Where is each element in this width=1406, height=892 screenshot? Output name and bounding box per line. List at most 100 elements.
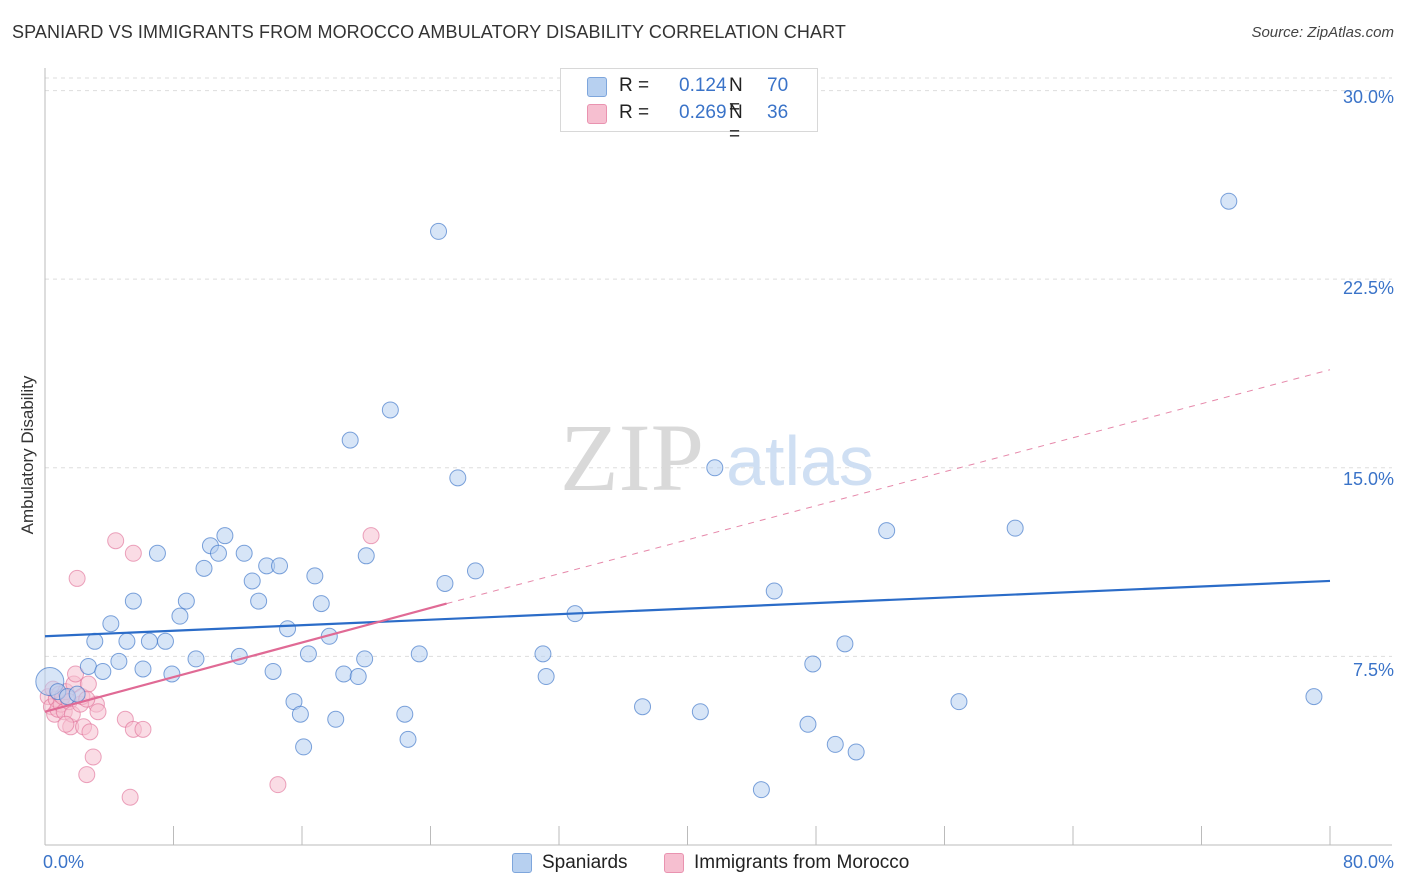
- y-tick-22-5: 22.5%: [1342, 278, 1394, 298]
- y-tick-15: 15.0%: [1342, 469, 1394, 489]
- spaniard-point: [396, 705, 414, 723]
- spaniard-point: [291, 705, 309, 723]
- n-label: N =: [729, 102, 743, 145]
- spaniard-point: [430, 222, 448, 240]
- correlation-legend: R = 0.124 N = 70 R = 0.269 N = 36: [560, 68, 818, 145]
- spaniard-point: [235, 544, 253, 562]
- y-axis-title: Ambulatory Disability: [18, 375, 37, 535]
- spaniard-point: [1220, 192, 1238, 210]
- morocco-trend-line: [44, 602, 447, 713]
- spaniard-point: [1006, 519, 1024, 537]
- spaniard-point: [209, 544, 227, 562]
- morocco-point: [81, 723, 99, 741]
- spaniard-point: [534, 645, 552, 663]
- spaniard-point: [124, 592, 142, 610]
- r-label: R =: [619, 102, 650, 123]
- spaniard-point: [950, 693, 968, 711]
- spaniard-point: [110, 652, 128, 670]
- x-max-label: 80.0%: [1342, 852, 1394, 872]
- spaniards-swatch: [587, 77, 607, 97]
- spaniards-label: Spaniards: [542, 852, 628, 873]
- spaniard-point: [1305, 688, 1323, 706]
- spaniard-points: [35, 192, 1323, 799]
- n-value: 36: [767, 102, 789, 123]
- morocco-point: [362, 527, 380, 545]
- spaniard-point: [216, 527, 234, 545]
- x-min-label: 0.0%: [43, 852, 85, 872]
- morocco-point: [134, 720, 152, 738]
- watermark-zip: ZIP: [560, 404, 704, 511]
- spaniard-point: [171, 607, 189, 625]
- grid-lines: [45, 77, 1392, 657]
- watermark: ZIP atlas: [560, 404, 874, 511]
- spaniard-point: [148, 544, 166, 562]
- spaniard-point: [878, 522, 896, 540]
- spaniard-point: [102, 615, 120, 633]
- spaniard-point: [537, 668, 555, 686]
- spaniard-point: [349, 668, 367, 686]
- spaniard-point: [195, 559, 213, 577]
- spaniard-point: [271, 557, 289, 575]
- morocco-point: [89, 703, 107, 721]
- spaniards-swatch: [512, 853, 532, 873]
- morocco-point: [84, 748, 102, 766]
- n-value: 70: [767, 75, 789, 96]
- spaniard-point: [847, 743, 865, 761]
- spaniard-point: [68, 685, 86, 703]
- spaniard-point: [79, 657, 97, 675]
- spaniard-point: [279, 620, 297, 638]
- morocco-point: [269, 776, 287, 794]
- morocco-point: [57, 715, 75, 733]
- spaniard-point: [399, 730, 417, 748]
- spaniard-point: [250, 592, 268, 610]
- morocco-label: Immigrants from Morocco: [694, 852, 910, 873]
- spaniards-trend-line: [44, 579, 1331, 638]
- spaniard-point: [243, 572, 261, 590]
- spaniard-point: [449, 469, 467, 487]
- morocco-swatch: [664, 853, 684, 873]
- r-label: R =: [619, 75, 650, 96]
- spaniard-point: [140, 632, 158, 650]
- spaniard-point: [264, 662, 282, 680]
- morocco-point: [124, 544, 142, 562]
- morocco-point: [107, 532, 125, 550]
- source-label: Source: ZipAtlas.com: [1251, 24, 1394, 41]
- spaniard-point: [306, 567, 324, 585]
- spaniard-point: [356, 650, 374, 668]
- watermark-atlas: atlas: [726, 422, 874, 500]
- spaniard-point: [765, 582, 783, 600]
- chart-title: SPANIARD VS IMMIGRANTS FROM MOROCCO AMBU…: [12, 22, 846, 42]
- spaniard-point: [410, 645, 428, 663]
- spaniard-point: [134, 660, 152, 678]
- spaniard-point: [94, 662, 112, 680]
- spaniard-point: [86, 632, 104, 650]
- spaniard-point: [295, 738, 313, 756]
- spaniard-point: [327, 710, 345, 728]
- morocco-point: [78, 766, 96, 784]
- n-label: N =: [729, 75, 743, 118]
- spaniard-point: [156, 632, 174, 650]
- spaniard-point: [436, 574, 454, 592]
- axes: [44, 68, 1392, 846]
- spaniard-point: [634, 698, 652, 716]
- spaniard-point: [357, 547, 375, 565]
- spaniard-point: [381, 401, 399, 419]
- spaniard-point: [752, 781, 770, 799]
- morocco-point: [67, 665, 85, 683]
- spaniard-point: [312, 595, 330, 613]
- spaniard-point: [299, 645, 317, 663]
- morocco-trend-extension: [446, 369, 1331, 605]
- spaniard-point: [118, 632, 136, 650]
- morocco-point: [121, 788, 139, 806]
- spaniard-point: [187, 650, 205, 668]
- spaniard-point: [804, 655, 822, 673]
- y-tick-30: 30.0%: [1342, 87, 1394, 107]
- spaniard-point: [826, 735, 844, 753]
- y-tick-7-5: 7.5%: [1352, 660, 1394, 680]
- trend-lines: [44, 369, 1331, 713]
- spaniard-point: [799, 715, 817, 733]
- spaniard-point: [836, 635, 854, 653]
- spaniard-point: [341, 431, 359, 449]
- spaniard-point: [177, 592, 195, 610]
